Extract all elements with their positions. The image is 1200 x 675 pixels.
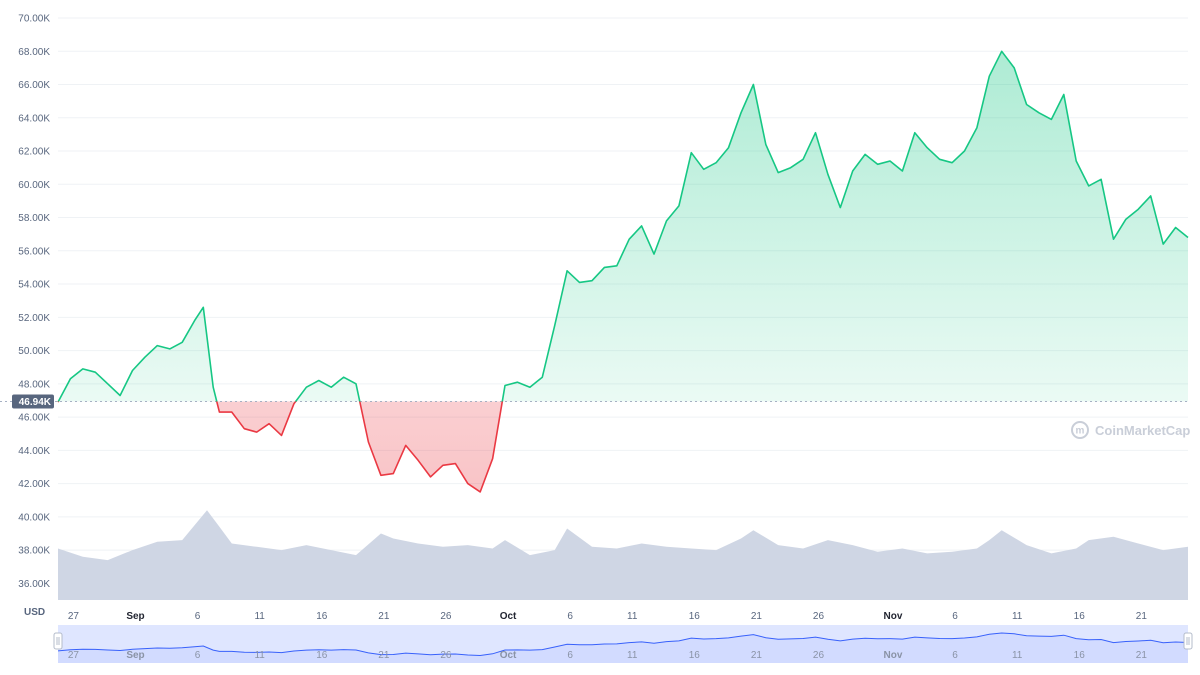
x-tick-label: 16 xyxy=(1074,611,1086,622)
y-tick-label: 56.00K xyxy=(18,246,50,257)
x-tick-label: 11 xyxy=(627,611,638,622)
y-tick-label: 42.00K xyxy=(18,479,50,490)
navigator-tick-label: 16 xyxy=(689,650,701,661)
coinmarketcap-logo-letter: m xyxy=(1076,426,1085,437)
navigator-tick-label: 27 xyxy=(68,650,80,661)
coinmarketcap-logo-icon xyxy=(1071,421,1089,439)
y-tick-label: 48.00K xyxy=(18,379,50,390)
area-above-reference xyxy=(58,51,1188,402)
x-tick-label: 21 xyxy=(751,611,763,622)
watermark: m CoinMarketCap xyxy=(1071,421,1190,439)
watermark-text: CoinMarketCap xyxy=(1095,423,1190,438)
navigator-tick-label: 6 xyxy=(195,650,201,661)
x-tick-label: 16 xyxy=(689,611,701,622)
navigator-tick-label: Oct xyxy=(500,650,517,661)
range-navigator[interactable]: 27 Sep 6 11 16 21 26 Oct 6 11 16 21 26 Nov 6 11 16 21 xyxy=(53,625,1193,663)
x-tick-label: 11 xyxy=(254,611,265,622)
x-tick-label: 16 xyxy=(316,611,328,622)
x-tick-label: 27 xyxy=(68,611,80,622)
x-tick-label: 21 xyxy=(378,611,390,622)
navigator-tick-label: 26 xyxy=(440,650,452,661)
y-tick-label: 70.00K xyxy=(18,14,50,25)
price-line-down xyxy=(57,401,504,493)
y-axis-ticks: 36.00K 38.00K 40.00K 42.00K 44.00K 46.00K 48.0… xyxy=(18,14,50,590)
navigator-left-handle[interactable] xyxy=(53,632,63,650)
navigator-tick-label: 6 xyxy=(952,650,958,661)
current-price-badge: 46.94K xyxy=(12,394,54,409)
y-tick-label: 36.00K xyxy=(18,579,50,590)
currency-label: USD xyxy=(24,607,45,618)
x-tick-label: 6 xyxy=(567,611,573,622)
navigator-tick-label: 21 xyxy=(1136,650,1148,661)
x-tick-label: 21 xyxy=(1136,611,1148,622)
y-tick-label: 38.00K xyxy=(18,546,50,557)
y-tick-label: 66.00K xyxy=(18,80,50,91)
price-area-fill xyxy=(58,51,1188,492)
x-axis-ticks: 27 Sep 6 11 16 21 26 Oct 6 11 16 21 26 Nov 6 11 16 21 xyxy=(68,611,1147,622)
y-tick-label: 62.00K xyxy=(18,147,50,158)
y-tick-label: 64.00K xyxy=(18,113,50,124)
navigator-area xyxy=(58,633,1188,663)
navigator-tick-label: Sep xyxy=(126,650,144,661)
x-tick-label: 11 xyxy=(1012,611,1023,622)
navigator-tick-label: 21 xyxy=(378,650,390,661)
navigator-line xyxy=(57,632,1189,657)
y-tick-label: 40.00K xyxy=(18,512,50,523)
current-price-label: 46.94K xyxy=(19,397,52,408)
navigator-tick-label: 21 xyxy=(751,650,763,661)
navigator-tick-label: 16 xyxy=(316,650,328,661)
navigator-right-handle[interactable] xyxy=(1183,632,1193,650)
y-tick-label: 52.00K xyxy=(18,313,50,324)
navigator-tick-label: 11 xyxy=(1012,650,1023,661)
x-tick-label: 6 xyxy=(952,611,958,622)
price-line-up xyxy=(57,50,1189,402)
navigator-tick-label: 11 xyxy=(627,650,638,661)
x-tick-label: Oct xyxy=(500,611,517,622)
navigator-tick-label: 11 xyxy=(254,650,265,661)
volume-area-shape xyxy=(58,510,1188,600)
navigator-tick-label: 26 xyxy=(813,650,825,661)
x-tick-label: Sep xyxy=(126,611,144,622)
navigator-tick-label: Nov xyxy=(884,650,903,661)
y-tick-label: 68.00K xyxy=(18,47,50,58)
x-tick-label: 26 xyxy=(440,611,452,622)
x-tick-label: Nov xyxy=(884,611,903,622)
x-tick-label: 6 xyxy=(195,611,201,622)
y-tick-label: 50.00K xyxy=(18,346,50,357)
y-tick-label: 44.00K xyxy=(18,446,50,457)
y-tick-label: 54.00K xyxy=(18,280,50,291)
y-tick-label: 46.00K xyxy=(18,413,50,424)
navigator-tick-label: 16 xyxy=(1074,650,1086,661)
x-tick-label: 26 xyxy=(813,611,825,622)
price-line xyxy=(57,50,1189,493)
navigator-tick-label: 6 xyxy=(567,650,573,661)
y-tick-label: 58.00K xyxy=(18,213,50,224)
volume-area xyxy=(58,510,1188,600)
y-tick-label: 60.00K xyxy=(18,180,50,191)
